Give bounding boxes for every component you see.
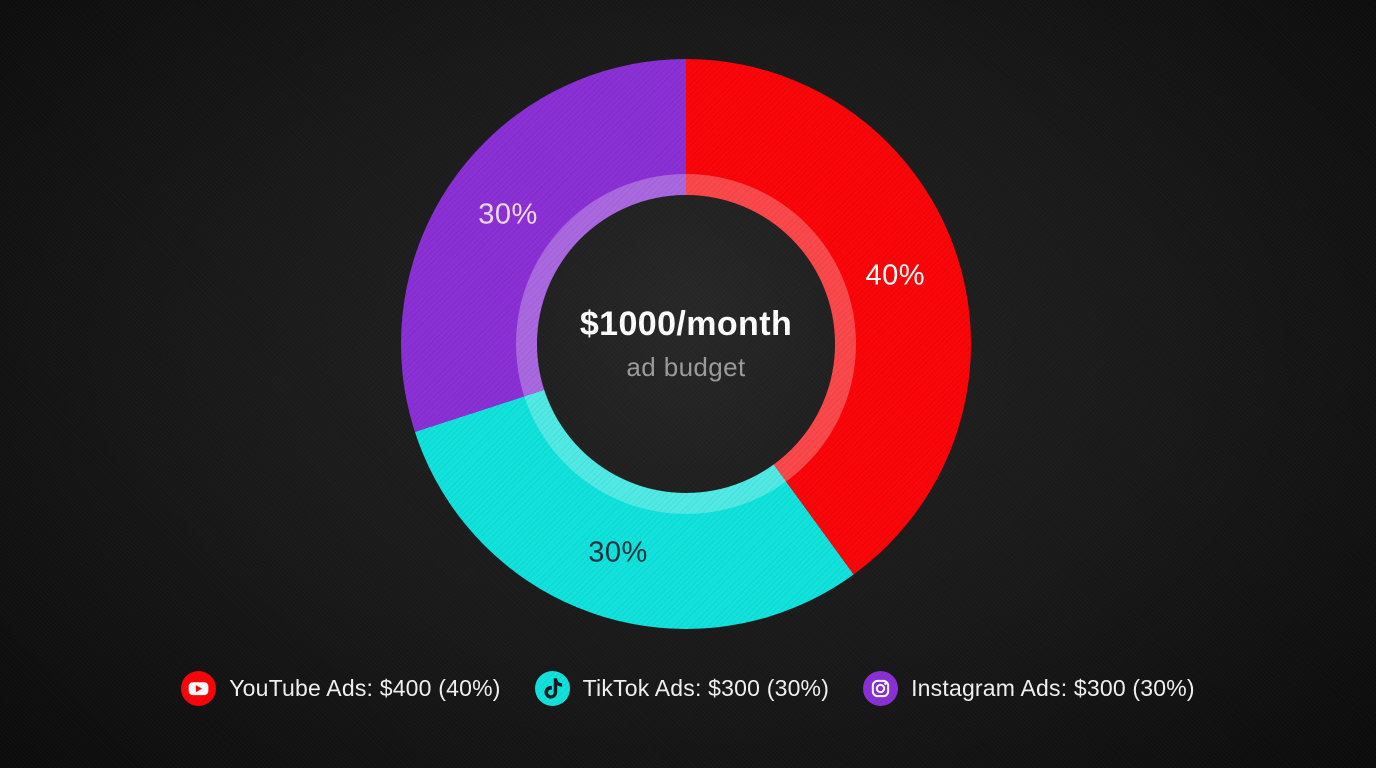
legend-item-tiktok: TikTok Ads: $300 (30%) <box>534 670 830 706</box>
legend-label-instagram: Instagram Ads: $300 (30%) <box>911 674 1195 701</box>
instagram-icon <box>863 670 899 706</box>
slice-label: 30% <box>478 198 538 231</box>
tiktok-icon <box>534 670 570 706</box>
budget-caption-text: ad budget <box>626 352 746 382</box>
legend-label-youtube: YouTube Ads: $400 (40%) <box>229 674 501 701</box>
slice-label: 40% <box>865 259 925 292</box>
donut-chart: $1000/month ad budget 40% 30% 30% <box>401 59 971 629</box>
slice-label: 30% <box>588 536 648 569</box>
youtube-icon <box>181 670 217 706</box>
legend-label-tiktok: TikTok Ads: $300 (30%) <box>582 674 830 701</box>
legend-item-instagram: Instagram Ads: $300 (30%) <box>863 670 1195 706</box>
legend: YouTube Ads: $400 (40%) TikTok Ads: $300… <box>0 666 1376 710</box>
legend-item-youtube: YouTube Ads: $400 (40%) <box>181 670 501 706</box>
budget-total-text: $1000/month <box>579 305 793 343</box>
donut-center: $1000/month ad budget <box>537 195 835 493</box>
